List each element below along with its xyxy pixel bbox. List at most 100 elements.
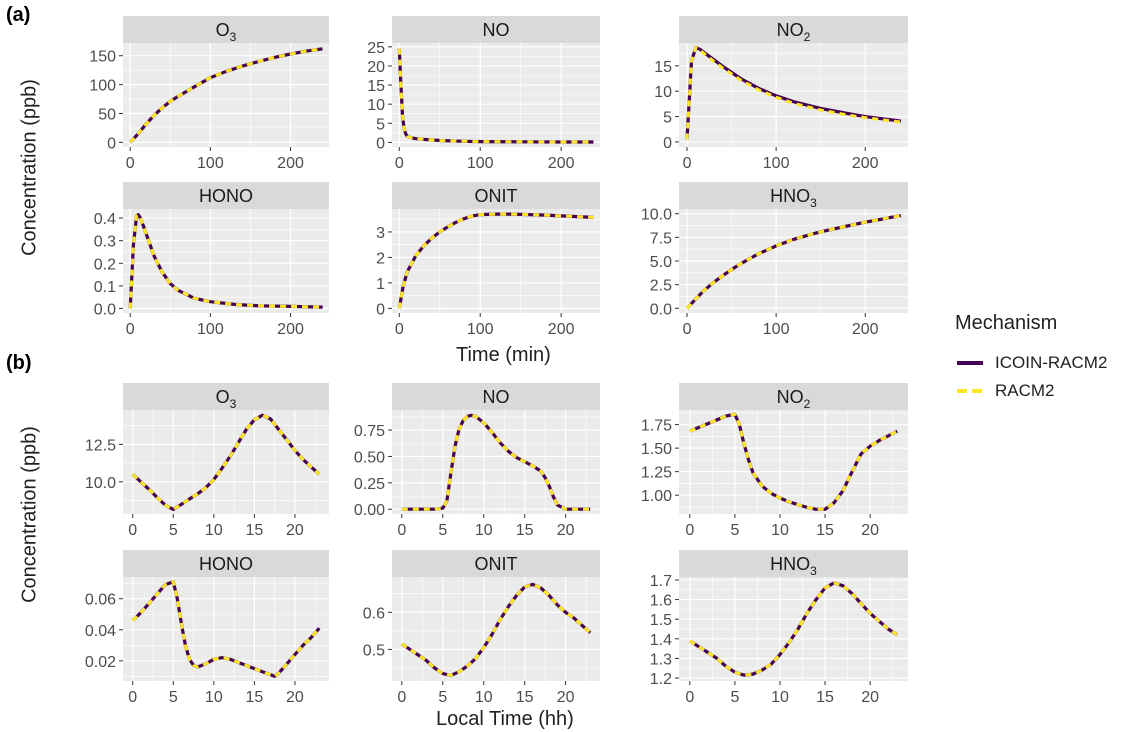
panel-a-hno3-strip-title: HNO3 <box>770 186 817 210</box>
panel-b-no2-xtick-label: 5 <box>730 522 739 539</box>
panel-a-no2-ytick-label: 10 <box>654 84 672 101</box>
panel-b-no2: NO2 1.00 1.25 1.50 1.75 0 5 10 15 20 <box>641 383 908 539</box>
panel-b-no-xtick-label: 10 <box>475 522 493 539</box>
panel-b-o3-xtick-label: 0 <box>128 522 137 539</box>
panel-b-hono-xtick-label: 10 <box>205 689 223 706</box>
panel-a-no-ytick-label: 20 <box>367 59 385 76</box>
y-axis-label-a: Concentration (ppb) <box>18 79 41 256</box>
panel-b-hno3-xtick-label: 5 <box>730 689 739 706</box>
panel-a-no2: NO2 0 5 10 15 0 100 200 <box>654 16 908 172</box>
panel-b-onit-strip-title: ONIT <box>475 554 518 574</box>
panel-b-no-strip-title-main: NO <box>483 387 510 407</box>
panel-b-no-xtick-label: 5 <box>438 522 447 539</box>
panel-b-hono-ytick-label: 0.06 <box>85 592 116 609</box>
panel-b-hno3-ytick-label: 1.7 <box>650 573 672 590</box>
panel-b-hno3-series-racm2 <box>688 581 899 677</box>
panel-a-hono-ytick-label: 0.4 <box>94 211 116 228</box>
panel-b-no-series-icoin-racm2 <box>401 413 591 511</box>
panel-b-o3-xtick-label: 5 <box>169 522 178 539</box>
panel-a-no2-xtick-label: 200 <box>852 155 879 172</box>
panel-a-hno3-ytick-label: 7.5 <box>650 230 672 247</box>
panel-a-onit-ytick-label: 3 <box>376 225 385 242</box>
panel-b-hno3-strip-title-main: HNO <box>770 554 810 574</box>
panel-b-hono-strip-title-main: HONO <box>199 554 253 574</box>
panel-b-o3-series-racm2 <box>131 413 321 511</box>
panel-b-no2-xtick-label: 10 <box>771 522 789 539</box>
panel-a-o3-ytick-label: 50 <box>98 106 116 123</box>
panel-b-hono-ytick-label: 0.04 <box>85 623 116 640</box>
y-axis-label-b: Concentration (ppb) <box>18 426 41 603</box>
panel-a-hono-strip <box>123 182 329 209</box>
panel-b-no2-strip-title-sub: 2 <box>804 397 811 411</box>
x-axis-label-a: Time (min) <box>456 344 551 366</box>
panel-b-o3-strip-title: O3 <box>216 387 237 411</box>
panel-b-no2-series-racm2 <box>689 412 898 511</box>
panel-a-hono-ytick-label: 0.0 <box>94 301 116 318</box>
panel-b-onit-xtick-label: 10 <box>475 689 493 706</box>
legend-label-racm2: RACM2 <box>995 381 1055 400</box>
panel-a-o3-ytick-label: 0 <box>107 135 116 152</box>
panel-b-hno3-ytick-label: 1.3 <box>650 651 672 668</box>
panel-b-onit-xtick-label: 5 <box>438 689 447 706</box>
panel-b-o3-xtick-label: 15 <box>245 522 263 539</box>
panel-a-hno3-ytick-label: 5.0 <box>650 254 672 271</box>
panel-a-onit-xtick-label: 0 <box>395 321 404 338</box>
panel-b-hno3-strip <box>679 550 908 577</box>
panel-a-hono-xtick-label: 0 <box>126 321 135 338</box>
panel-a-o3: O3 0 50 100 150 0 100 200 <box>89 16 329 172</box>
panel-a-no-xtick-label: 200 <box>548 155 575 172</box>
panel-a-o3-series-racm2 <box>129 47 323 144</box>
panel-b-hno3-ytick-label: 1.4 <box>650 632 672 649</box>
panel-b-no2-xtick-label: 15 <box>816 522 834 539</box>
panel-a-tag: (a) <box>6 4 31 26</box>
panel-b-hono-ytick-label: 0.02 <box>85 654 116 671</box>
panel-a-no2-strip <box>679 16 908 43</box>
panel-b-no-ytick-label: 0.00 <box>354 502 385 519</box>
legend-key-racm2 <box>955 381 985 401</box>
panel-a-no2-strip-title-main: NO <box>777 20 804 40</box>
panel-b-no-xtick-label: 20 <box>557 522 575 539</box>
panel-a-no-ytick-label: 15 <box>367 78 385 95</box>
panel-a-no-xtick-label: 100 <box>467 155 494 172</box>
panel-a-hno3: HNO3 0.0 2.5 5.0 7.5 10.0 0 100 200 <box>641 182 908 338</box>
panel-b-no-xtick-label: 0 <box>397 522 406 539</box>
panel-a-o3-strip-title: O3 <box>216 20 237 44</box>
panel-b-no-ytick-label: 0.25 <box>354 476 385 493</box>
panel-a-hno3-xtick-label: 200 <box>852 321 879 338</box>
panel-a-no-strip-title: NO <box>483 20 510 40</box>
panel-b-no: NO 0.00 0.25 0.50 0.75 0 5 10 15 20 <box>354 383 600 539</box>
panel-b-no-ytick-label: 0.75 <box>354 423 385 440</box>
panel-a-o3-strip-title-sub: 3 <box>230 30 237 44</box>
panel-a-no2-strip-title-sub: 2 <box>804 30 811 44</box>
panel-a-onit-strip-title: ONIT <box>475 186 518 206</box>
panel-a-no2-ytick-label: 5 <box>663 110 672 127</box>
panel-a-hno3-strip-title-main: HNO <box>770 186 810 206</box>
panel-a-onit: ONIT 0 1 2 3 0 100 200 <box>376 182 600 338</box>
panel-a-onit-strip-title-main: ONIT <box>475 186 518 206</box>
panel-b-hno3-ytick-label: 1.5 <box>650 612 672 629</box>
panel-a-hono-ytick-label: 0.1 <box>94 279 116 296</box>
panel-b-hono-strip-title: HONO <box>199 554 253 574</box>
panel-a-no-ytick-label: 0 <box>376 135 385 152</box>
panel-a-hno3-ytick-label: 0.0 <box>650 301 672 318</box>
panel-b-hno3-strip-title: HNO3 <box>770 554 817 578</box>
panel-b-onit-strip-title-main: ONIT <box>475 554 518 574</box>
panel-a-onit-xtick-label: 100 <box>467 321 494 338</box>
panel-b-no2-ytick-label: 1.00 <box>641 488 672 505</box>
panel-b-onit-xtick-label: 20 <box>557 689 575 706</box>
panel-b-o3-strip-title-main: O <box>216 387 230 407</box>
panel-a-o3-strip <box>123 16 329 43</box>
panel-a-no-xtick-label: 0 <box>395 155 404 172</box>
panel-a-no-plot-area <box>392 43 600 147</box>
panel-a-hno3-strip <box>679 182 908 209</box>
panel-a-no-strip-title-main: NO <box>483 20 510 40</box>
panel-a-o3-plot-area <box>123 43 329 147</box>
panel-b-no2-ytick-label: 1.50 <box>641 441 672 458</box>
panel-b-o3-strip-title-sub: 3 <box>230 397 237 411</box>
panel-b-hno3-xtick-label: 20 <box>861 689 879 706</box>
panel-a-hno3-series-racm2 <box>685 214 902 310</box>
panel-b-no2-strip <box>679 383 908 410</box>
panel-b-hno3-xtick-label: 10 <box>771 689 789 706</box>
panel-b-no-plot-area <box>392 410 600 514</box>
panel-b-hono-series-racm2 <box>131 580 321 678</box>
